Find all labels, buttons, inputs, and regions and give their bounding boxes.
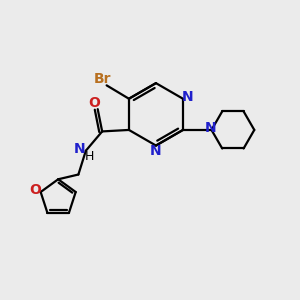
Text: Br: Br	[93, 72, 111, 86]
Text: N: N	[74, 142, 86, 156]
Text: N: N	[150, 144, 162, 158]
Text: H: H	[85, 150, 94, 163]
Text: O: O	[88, 96, 100, 110]
Text: N: N	[205, 122, 216, 136]
Text: O: O	[29, 183, 41, 196]
Text: N: N	[182, 90, 193, 104]
